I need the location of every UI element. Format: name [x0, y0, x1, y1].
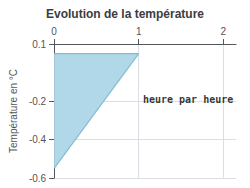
svg-text:Température en °C: Température en °C	[8, 69, 19, 153]
svg-text:heure par heure: heure par heure	[143, 94, 233, 105]
svg-text:1: 1	[136, 26, 142, 37]
svg-text:-0.6: -0.6	[29, 173, 47, 184]
svg-text:-0.4: -0.4	[29, 134, 47, 145]
svg-text:0: 0	[51, 26, 57, 37]
svg-text:-0.2: -0.2	[29, 96, 47, 107]
svg-text:2: 2	[221, 26, 227, 37]
svg-text:Evolution de la température: Evolution de la température	[46, 7, 204, 21]
svg-text:0.1: 0.1	[32, 39, 46, 50]
